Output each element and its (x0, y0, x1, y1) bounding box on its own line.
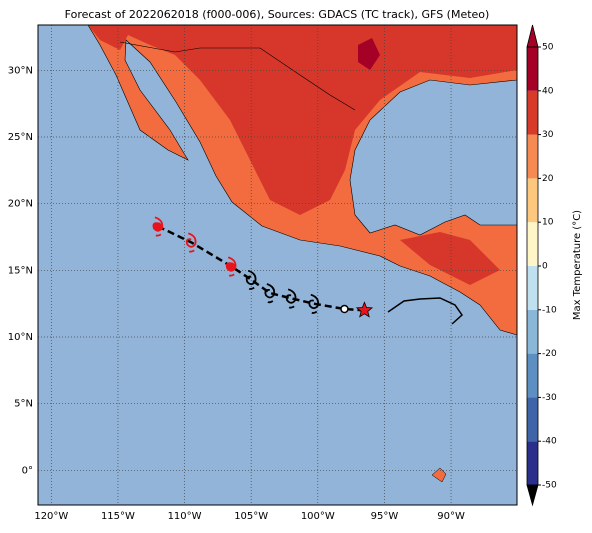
track-point (227, 262, 236, 271)
track-symbol (264, 283, 276, 304)
colorbar-segment (527, 222, 538, 266)
colorbar-segment (527, 309, 538, 354)
colorbar-tick-label: 30 (542, 130, 554, 140)
colorbar-segment (527, 266, 538, 310)
land-hot-2 (400, 232, 500, 285)
colorbar-segment (527, 134, 538, 179)
track-symbol (152, 216, 164, 237)
land-peak (358, 38, 380, 70)
colorbar-label: Max Temperature (°C) (572, 210, 583, 320)
colorbar-segment (527, 47, 538, 91)
x-tick-label: 120°W (34, 511, 68, 522)
track-symbol (225, 256, 237, 277)
map-frame (37, 24, 518, 506)
y-tick-label: 0° (22, 465, 33, 476)
colorbar-tick-label: -30 (542, 393, 557, 403)
y-tick-label: 30°N (8, 65, 33, 76)
colorbar-tick-label: 20 (542, 174, 554, 184)
x-tick-label: 115°W (101, 511, 135, 522)
y-tick-label: 5°N (14, 399, 33, 410)
colorbar-tick-label: -20 (542, 349, 557, 359)
colorbar-segment (527, 178, 538, 223)
colorbar-segment (527, 353, 538, 398)
colorbar-segment (527, 90, 538, 135)
colorbar-tick-label: -40 (542, 437, 557, 447)
colorbar-tick-label: 10 (542, 218, 554, 228)
track-star (355, 301, 374, 318)
x-tick-label: 110°W (168, 511, 202, 522)
coastline-rivers (387, 297, 463, 325)
x-tick-label: 95°W (371, 511, 399, 522)
colorbar-tick-label: 0 (542, 262, 548, 272)
colorbar-extend-bottom (526, 484, 539, 507)
track-symbol (245, 269, 257, 290)
track-symbol (308, 293, 320, 314)
track-point (340, 304, 349, 314)
y-tick-label: 25°N (8, 132, 33, 143)
track-symbol (185, 232, 197, 253)
x-tick-label: 90°W (437, 511, 465, 522)
x-tick-label: 100°W (301, 511, 335, 522)
colorbar-tick-label: -10 (542, 305, 557, 315)
colorbar-tick-label: 40 (542, 86, 554, 96)
track-point (153, 222, 162, 231)
y-tick-label: 10°N (8, 332, 33, 343)
colorbar-tick-label: 50 (542, 43, 554, 53)
colorbar-segment (527, 441, 538, 485)
colorbar-extend-top (526, 24, 539, 48)
y-tick-label: 20°N (8, 199, 33, 210)
track-symbol (285, 288, 297, 309)
border (119, 41, 356, 111)
x-tick-label: 105°W (234, 511, 268, 522)
land-hot (88, 25, 517, 215)
colorbar-segment (527, 397, 538, 442)
title: Forecast of 2022062018 (f000-006), Sourc… (65, 8, 490, 21)
colorbar-tick-label: -50 (542, 481, 557, 491)
map (38, 24, 518, 505)
y-tick-label: 15°N (8, 265, 33, 276)
